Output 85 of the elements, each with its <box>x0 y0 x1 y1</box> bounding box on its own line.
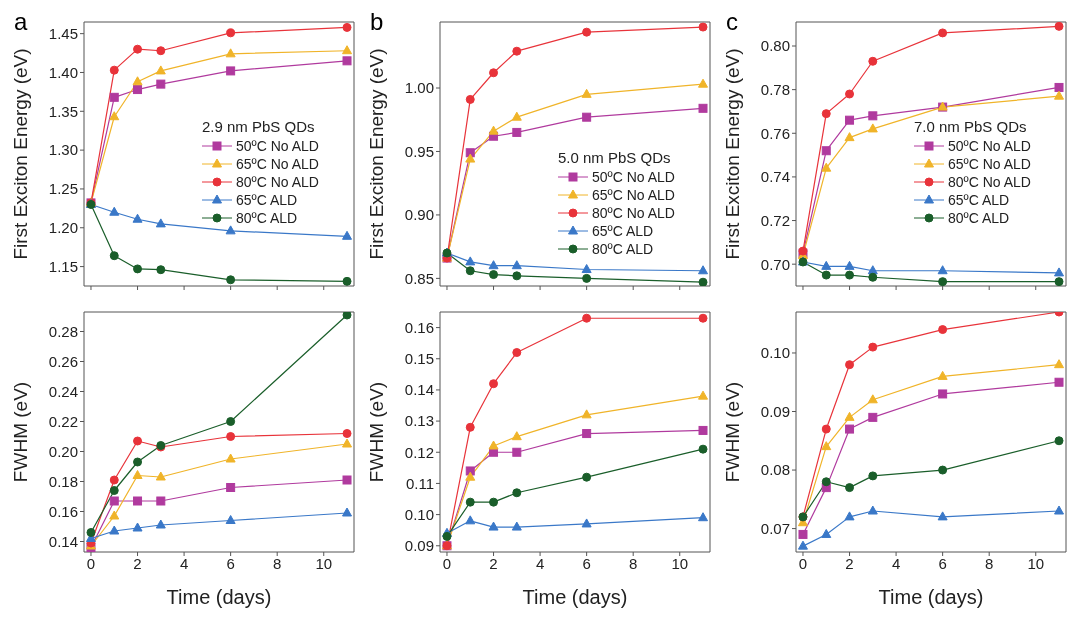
legend-label: 80ºC ALD <box>236 210 298 226</box>
y-tick-label: 0.16 <box>48 502 78 520</box>
chart-title: a <box>14 8 28 36</box>
y-tick-label: 1.45 <box>48 24 78 42</box>
y-tick-label: 0.90 <box>404 206 434 224</box>
x-tick-label: 2 <box>489 554 498 572</box>
x-tick-label: 4 <box>179 554 189 572</box>
y-tick-label: 0.26 <box>48 352 78 370</box>
y-tick-label: 1.35 <box>48 102 78 120</box>
y-tick-label: 0.72 <box>760 211 790 229</box>
y-tick-label: 0.85 <box>404 269 434 287</box>
legend-title: 2.9 nm PbS QDs <box>202 118 316 135</box>
x-tick-label: 8 <box>629 554 638 572</box>
legend-title: 7.0 nm PbS QDs <box>914 118 1028 135</box>
y-axis-title: First Exciton Energy (eV) <box>721 48 743 260</box>
x-tick-label: 0 <box>86 554 96 572</box>
x-tick-label: 6 <box>226 554 235 572</box>
legend-label: 80ºC No ALD <box>592 205 675 221</box>
legend-label: 50ºC No ALD <box>948 138 1031 154</box>
y-tick-label: 0.10 <box>404 505 434 523</box>
x-tick-label: 0 <box>442 554 452 572</box>
y-tick-label: 0.78 <box>760 80 790 98</box>
x-tick-label: 10 <box>1027 554 1045 572</box>
y-tick-label: 0.12 <box>404 443 434 461</box>
y-tick-label: 0.18 <box>48 472 78 490</box>
y-axis-title: FWHM (eV) <box>365 381 387 483</box>
x-tick-label: 4 <box>535 554 545 572</box>
y-tick-label: 1.30 <box>48 141 78 159</box>
x-tick-label: 6 <box>938 554 947 572</box>
x-tick-label: 8 <box>273 554 282 572</box>
y-tick-label: 0.74 <box>760 168 790 186</box>
y-tick-label: 0.10 <box>760 344 790 362</box>
legend-label: 80ºC ALD <box>948 210 1010 226</box>
x-tick-label: 6 <box>582 554 591 572</box>
y-tick-label: 0.14 <box>48 532 78 550</box>
legend-label: 65ºC No ALD <box>236 156 319 172</box>
legend-label: 50ºC No ALD <box>592 169 675 185</box>
y-tick-label: 1.15 <box>48 257 78 275</box>
y-tick-label: 0.13 <box>404 412 434 430</box>
x-axis-title: Time (days) <box>522 586 628 608</box>
y-tick-label: 1.25 <box>48 180 78 198</box>
y-axis-title: FWHM (eV) <box>9 381 31 483</box>
chart-title: c <box>726 8 738 36</box>
x-tick-label: 2 <box>133 554 142 572</box>
y-tick-label: 0.76 <box>760 124 790 142</box>
x-tick-label: 10 <box>671 554 689 572</box>
y-tick-label: 1.20 <box>48 219 78 237</box>
y-tick-label: 1.40 <box>48 63 78 81</box>
y-tick-label: 0.28 <box>48 322 78 340</box>
y-tick-label: 0.09 <box>760 402 790 420</box>
y-tick-label: 0.14 <box>404 381 434 399</box>
legend-label: 65ºC No ALD <box>592 187 675 203</box>
y-tick-label: 0.15 <box>404 350 434 368</box>
y-axis-title: First Exciton Energy (eV) <box>365 48 387 260</box>
x-tick-label: 10 <box>315 554 333 572</box>
legend-label: 65ºC ALD <box>236 192 298 208</box>
x-axis-title: Time (days) <box>878 586 984 608</box>
legend-label: 65ºC No ALD <box>948 156 1031 172</box>
y-tick-label: 0.22 <box>48 412 78 430</box>
legend-label: 80ºC No ALD <box>236 174 319 190</box>
x-tick-label: 2 <box>845 554 854 572</box>
legend-title: 5.0 nm PbS QDs <box>558 149 672 166</box>
chart-title: b <box>370 8 384 36</box>
legend-label: 65ºC ALD <box>592 223 654 239</box>
y-tick-label: 0.09 <box>404 537 434 555</box>
y-tick-label: 0.95 <box>404 142 434 160</box>
x-axis-title: Time (days) <box>166 586 272 608</box>
y-tick-label: 0.20 <box>48 442 78 460</box>
y-tick-label: 0.11 <box>405 474 434 492</box>
y-tick-label: 0.24 <box>48 382 78 400</box>
y-axis-title: First Exciton Energy (eV) <box>9 48 31 260</box>
x-tick-label: 4 <box>891 554 901 572</box>
legend-label: 80ºC No ALD <box>948 174 1031 190</box>
legend-label: 80ºC ALD <box>592 241 654 257</box>
legend-label: 50ºC No ALD <box>236 138 319 154</box>
y-tick-label: 0.70 <box>760 255 790 273</box>
x-tick-label: 8 <box>985 554 994 572</box>
legend-label: 65ºC ALD <box>948 192 1010 208</box>
x-tick-label: 0 <box>798 554 808 572</box>
y-tick-label: 0.07 <box>760 519 790 537</box>
y-tick-label: 1.00 <box>404 79 434 97</box>
y-tick-label: 0.08 <box>760 461 790 479</box>
y-axis-title: FWHM (eV) <box>721 381 743 483</box>
y-tick-label: 0.16 <box>404 318 434 336</box>
y-tick-label: 0.80 <box>760 37 790 55</box>
